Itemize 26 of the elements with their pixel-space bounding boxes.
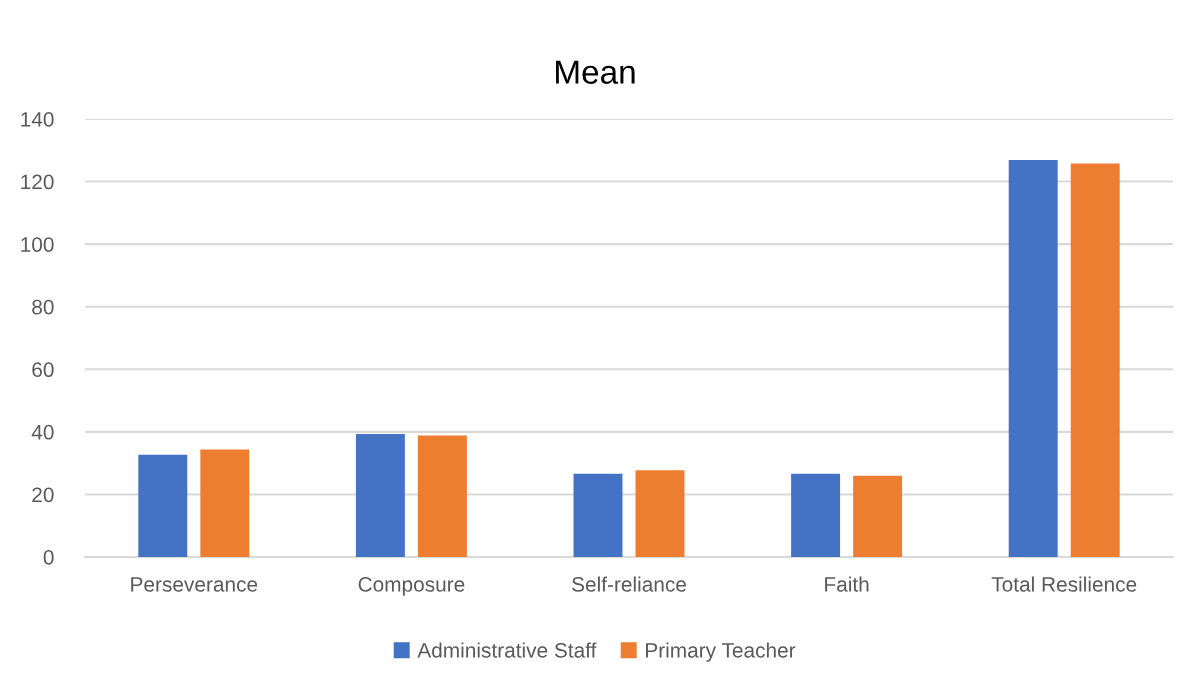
bar [1008, 159, 1058, 557]
y-tick-label: 0 [43, 550, 54, 565]
y-tick-label: 120 [21, 174, 54, 190]
legend-label: Administrative Staff [417, 642, 597, 658]
x-tick-label: Total Resilience [991, 576, 1137, 592]
bar [355, 434, 405, 557]
y-tick-label: 140 [21, 112, 54, 127]
y-tick-label: 20 [32, 487, 54, 503]
bar [853, 475, 903, 557]
y-tick-label: 40 [31, 424, 54, 440]
legend-label: Primary Teacher [646, 642, 796, 662]
bar [635, 470, 685, 557]
y-tick-label: 100 [21, 237, 54, 252]
bar [573, 473, 623, 557]
x-tick-label: Faith [825, 576, 869, 592]
bar [138, 454, 188, 557]
x-tick-label: Perseverance [131, 577, 258, 592]
chart-title: Mean [556, 60, 635, 84]
y-tick-label: 60 [32, 362, 54, 378]
bar [791, 473, 841, 557]
x-tick-label: Composure [358, 576, 465, 596]
bar [1070, 163, 1120, 557]
bar [200, 449, 250, 557]
x-tick-label: Self-reliance [572, 576, 686, 592]
bar [417, 435, 467, 557]
y-tick-label: 80 [32, 299, 54, 315]
